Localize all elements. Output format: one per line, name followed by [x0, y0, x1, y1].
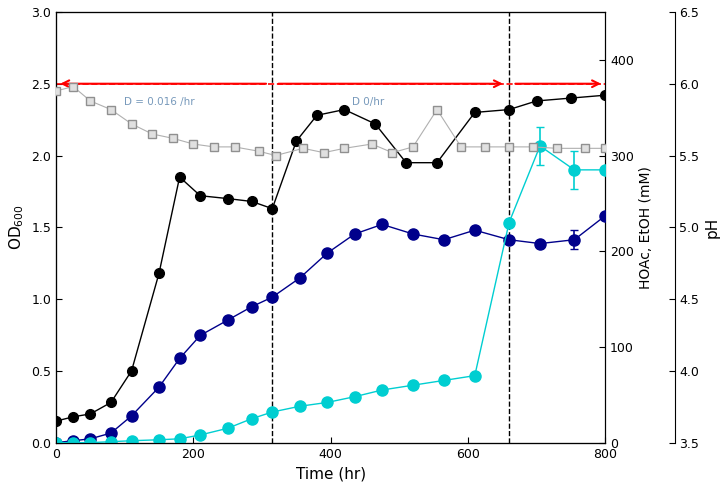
Y-axis label: HOAc, EtOH (mM): HOAc, EtOH (mM) — [640, 166, 654, 289]
Text: D = 0.016 /hr: D = 0.016 /hr — [124, 97, 194, 107]
Y-axis label: pH: pH — [705, 217, 720, 238]
Y-axis label: OD$_{600}$: OD$_{600}$ — [7, 204, 25, 250]
Text: D 0/hr: D 0/hr — [353, 97, 385, 107]
X-axis label: Time (hr): Time (hr) — [296, 466, 366, 481]
